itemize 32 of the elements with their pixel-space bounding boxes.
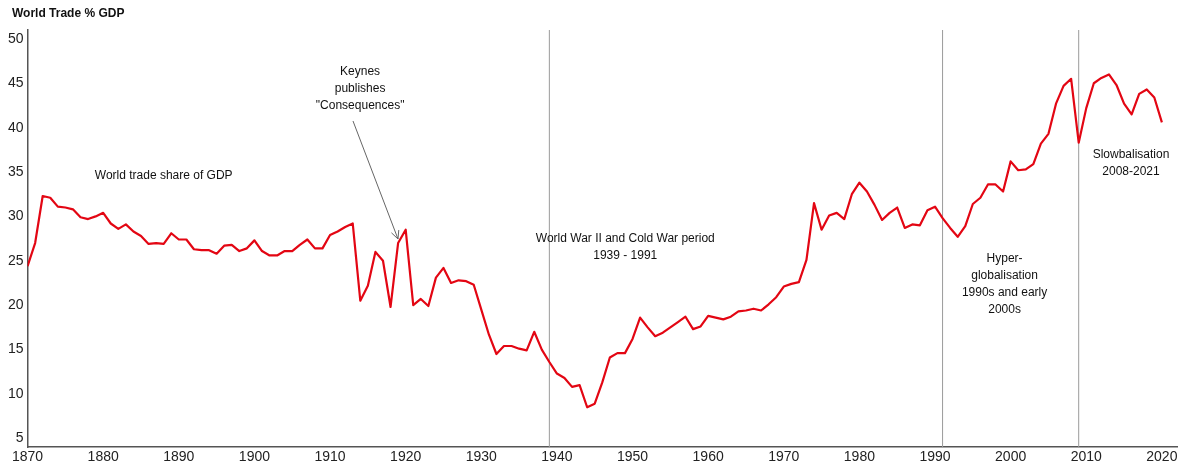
x-tick-label: 1920 — [390, 448, 422, 465]
x-tick-label: 1990 — [919, 448, 951, 465]
x-tick-label: 2010 — [1070, 448, 1103, 465]
y-tick-label: 50 — [7, 29, 24, 46]
y-tick-label: 45 — [7, 74, 24, 91]
x-tick-label: 1870 — [11, 448, 44, 465]
annotation: Keynes publishes "Consequences" — [315, 63, 405, 112]
y-tick-label: 30 — [7, 207, 24, 224]
annotation: Hyper- globalisation 1990s and early 2000s — [961, 251, 1048, 317]
annotation: Slowbalisation 2008-2021 — [1092, 147, 1170, 179]
text: World trade share of GDP — [94, 168, 233, 183]
x-tick-label: 1890 — [163, 448, 195, 465]
y-tick-label: 5 — [15, 429, 24, 446]
y-tick-label: 20 — [7, 296, 24, 313]
x-tick-label: 1880 — [87, 448, 119, 465]
y-tick-label: 10 — [7, 384, 24, 401]
y-tick-label: 35 — [7, 162, 24, 179]
x-tick-label: 1970 — [768, 448, 800, 465]
x-tick-label: 1940 — [541, 448, 573, 465]
x-tick-label: 1980 — [843, 448, 876, 465]
x-tick-label: 2020 — [1146, 448, 1178, 465]
x-tick-label: 2000 — [995, 448, 1027, 465]
x-tick-label: 1930 — [465, 448, 498, 465]
y-tick-label: 25 — [7, 251, 24, 268]
y-axis-title: World Trade % GDP — [12, 6, 125, 20]
y-tick-label: 40 — [7, 118, 24, 135]
x-tick-label: 1910 — [314, 448, 346, 465]
x-tick-label: 1960 — [692, 448, 724, 465]
x-tick-label: 1900 — [238, 448, 271, 465]
annotation: World War II and Cold War period 1939 - 1991 — [535, 230, 715, 262]
x-tick-label: 1950 — [616, 448, 649, 465]
y-tick-label: 15 — [7, 340, 24, 357]
